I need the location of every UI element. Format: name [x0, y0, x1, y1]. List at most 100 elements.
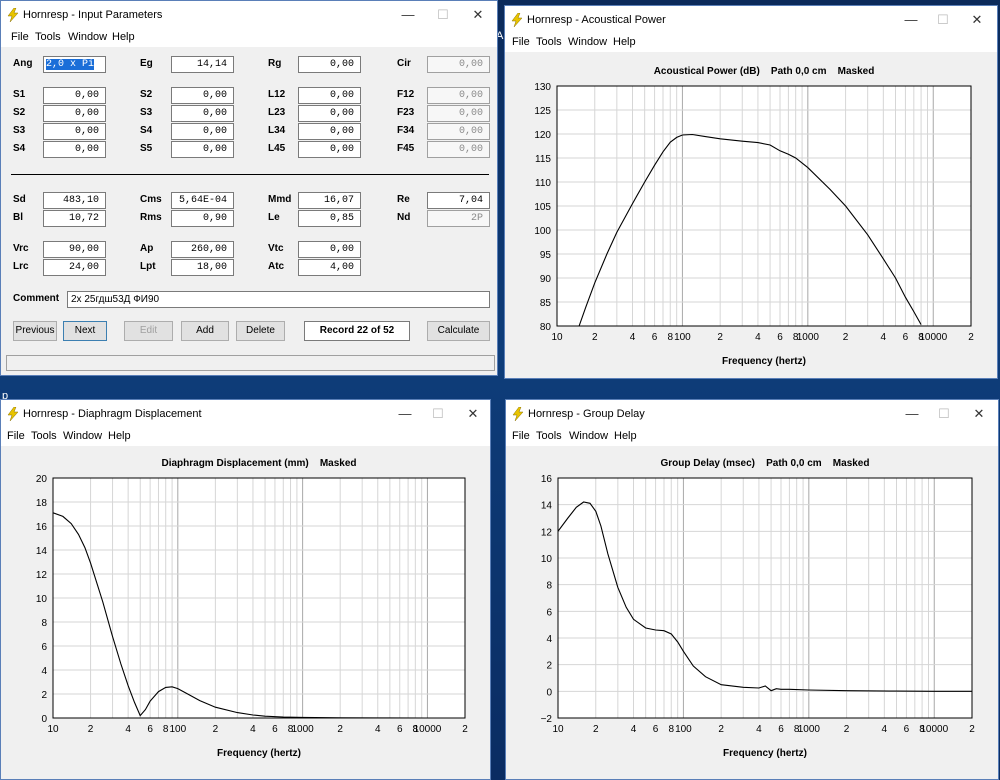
x-tick-label: 1000 [291, 724, 314, 735]
param-field-sd[interactable]: 483,10 [43, 192, 106, 209]
close-icon[interactable]: ✕ [467, 406, 479, 421]
param-field-f34: 0,00 [427, 123, 490, 140]
minimize-icon[interactable]: — [401, 7, 415, 22]
menu-bar: File Tools Window Help [505, 34, 997, 52]
param-field-l23[interactable]: 0,00 [298, 105, 361, 122]
param-field-s2[interactable]: 0,00 [43, 105, 106, 122]
param-label: F34 [397, 125, 415, 136]
param-label: Nd [397, 212, 411, 223]
menu-window[interactable]: Window [63, 430, 103, 442]
minimize-icon[interactable]: — [904, 12, 918, 27]
param-field-f12: 0,00 [427, 87, 490, 104]
y-tick-label: 16 [36, 522, 48, 533]
menu-file[interactable]: File [7, 430, 25, 442]
menu-file[interactable]: File [512, 430, 530, 442]
close-icon[interactable]: ✕ [973, 406, 985, 421]
menu-tools[interactable]: Tools [31, 430, 57, 442]
param-label: Vtc [268, 243, 284, 254]
param-label: F12 [397, 89, 415, 100]
maximize-icon[interactable]: ☐ [432, 406, 444, 421]
menu-bar: File Tools Window Help [1, 428, 490, 446]
section-divider [11, 174, 489, 175]
add-button[interactable]: Add [181, 321, 229, 341]
y-tick-label: 20 [36, 474, 48, 485]
param-field-vtc[interactable]: 0,00 [298, 241, 361, 258]
x-tick-label: 6 [904, 724, 910, 735]
title-bar[interactable]: Hornresp - Acoustical Power — ☐ ✕ [505, 6, 997, 34]
menu-file[interactable]: File [512, 36, 530, 48]
menu-tools[interactable]: Tools [536, 430, 562, 442]
comment-field[interactable]: 2x 25гдш53Д ФИ90 [67, 291, 490, 308]
param-field-vrc[interactable]: 90,00 [43, 241, 106, 258]
param-field-mmd[interactable]: 16,07 [298, 192, 361, 209]
param-field-le[interactable]: 0,85 [298, 210, 361, 227]
param-field-s2[interactable]: 0,00 [171, 87, 234, 104]
close-icon[interactable]: ✕ [971, 12, 983, 27]
param-field-lpt[interactable]: 18,00 [171, 259, 234, 276]
menu-file[interactable]: File [11, 31, 29, 43]
minimize-icon[interactable]: — [398, 406, 412, 421]
param-field-cms[interactable]: 5,64E-04 [171, 192, 234, 209]
param-label: S5 [140, 143, 153, 154]
menu-tools[interactable]: Tools [35, 31, 61, 43]
param-label: Rms [140, 212, 162, 223]
chart-title: Group Delay (msec) Path 0,0 cm Masked [661, 458, 870, 469]
delete-button[interactable]: Delete [236, 321, 285, 341]
param-field-s4[interactable]: 0,00 [43, 141, 106, 158]
comment-label: Comment [13, 293, 60, 304]
menu-window[interactable]: Window [569, 430, 609, 442]
menu-help[interactable]: Help [112, 31, 135, 43]
param-label: F45 [397, 143, 415, 154]
param-field-rms[interactable]: 0,90 [171, 210, 234, 227]
maximize-icon[interactable]: ☐ [938, 406, 950, 421]
next-button[interactable]: Next [63, 321, 107, 341]
param-field-ap[interactable]: 260,00 [171, 241, 234, 258]
x-tick-label: 8 [288, 724, 294, 735]
param-label: Le [268, 212, 280, 223]
menu-window[interactable]: Window [568, 36, 608, 48]
param-field-s3[interactable]: 0,00 [43, 123, 106, 140]
param-label: L23 [268, 107, 286, 118]
param-field-eg[interactable]: 14,14 [171, 56, 234, 73]
title-bar[interactable]: Hornresp - Group Delay — ☐ ✕ [506, 400, 998, 428]
input-form: Ang 2,0 x Pi Eg 14,14 Rg 0,00 Cir 0,00 S1 0,00 S2 0… [1, 47, 497, 375]
param-field-l34[interactable]: 0,00 [298, 123, 361, 140]
param-field-s4[interactable]: 0,00 [171, 123, 234, 140]
maximize-icon[interactable]: ☐ [437, 7, 449, 22]
param-field-s5[interactable]: 0,00 [171, 141, 234, 158]
param-field-rg[interactable]: 0,00 [298, 56, 361, 73]
maximize-icon[interactable]: ☐ [937, 12, 949, 27]
param-label: Bl [13, 212, 23, 223]
x-tick-label: 100 [169, 724, 186, 735]
menu-help[interactable]: Help [108, 430, 131, 442]
title-bar[interactable]: Hornresp - Input Parameters — ☐ ✕ [1, 1, 497, 29]
x-tick-label: 10 [551, 332, 563, 343]
param-field-bl[interactable]: 10,72 [43, 210, 106, 227]
menu-help[interactable]: Help [613, 36, 636, 48]
param-field-s3[interactable]: 0,00 [171, 105, 234, 122]
previous-button[interactable]: Previous [13, 321, 57, 341]
menu-tools[interactable]: Tools [536, 36, 562, 48]
param-field-l12[interactable]: 0,00 [298, 87, 361, 104]
menu-help[interactable]: Help [614, 430, 637, 442]
x-tick-label: 8 [413, 724, 419, 735]
close-icon[interactable]: ✕ [472, 7, 484, 22]
x-tick-label: 4 [881, 332, 887, 343]
param-field-re[interactable]: 7,04 [427, 192, 490, 209]
window-title: Hornresp - Diaphragm Displacement [23, 408, 202, 420]
param-label: Sd [13, 194, 26, 205]
param-field-cir: 0,00 [427, 56, 490, 73]
param-field-l45[interactable]: 0,00 [298, 141, 361, 158]
param-field-atc[interactable]: 4,00 [298, 259, 361, 276]
calculate-button[interactable]: Calculate [427, 321, 490, 341]
x-tick-label: 100 [674, 332, 691, 343]
param-field-s1[interactable]: 0,00 [43, 87, 106, 104]
title-bar[interactable]: Hornresp - Diaphragm Displacement — ☐ ✕ [1, 400, 490, 428]
x-tick-label: 2 [717, 332, 723, 343]
param-field-lrc[interactable]: 24,00 [43, 259, 106, 276]
minimize-icon[interactable]: — [905, 406, 919, 421]
param-field-ang[interactable]: 2,0 x Pi [43, 56, 106, 73]
menu-window[interactable]: Window [68, 31, 108, 43]
plot-area [558, 478, 972, 718]
